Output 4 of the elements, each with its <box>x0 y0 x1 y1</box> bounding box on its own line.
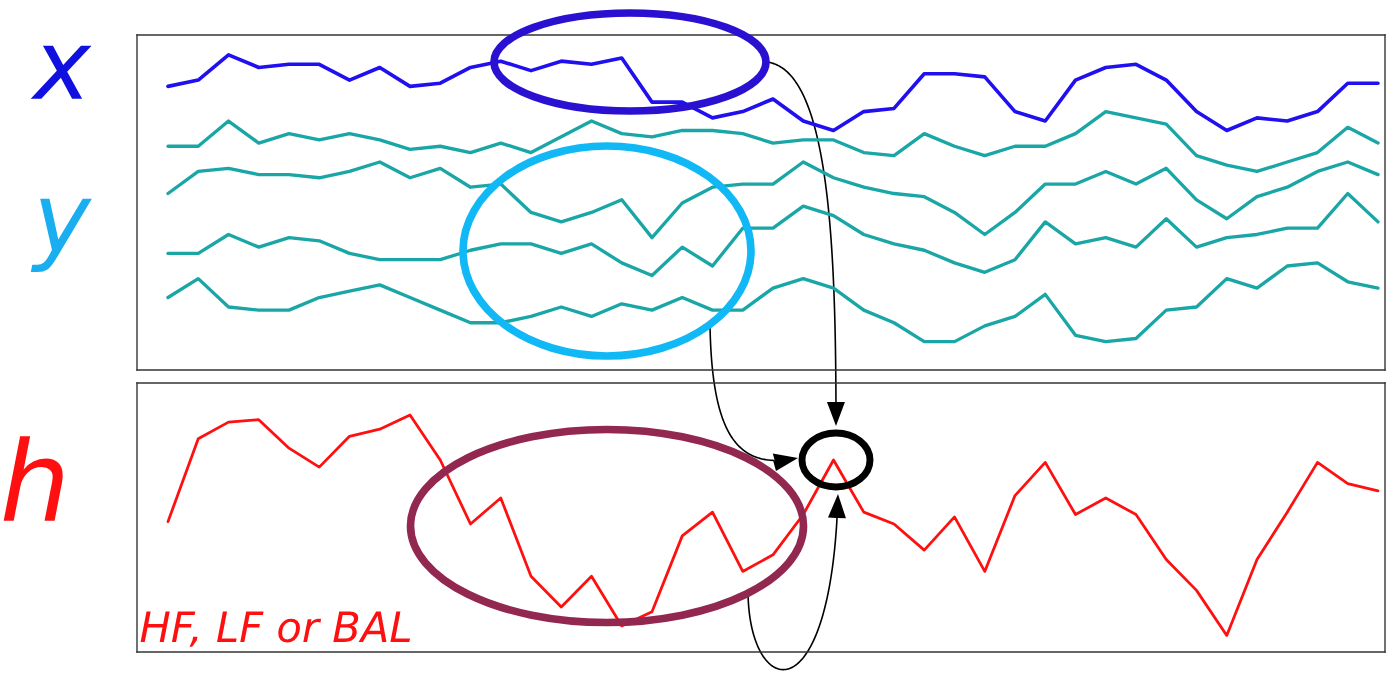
annotation: HF, LF or BAL <box>140 611 411 647</box>
text: h <box>3 436 63 521</box>
text: x <box>30 45 92 99</box>
text: y <box>30 198 92 273</box>
